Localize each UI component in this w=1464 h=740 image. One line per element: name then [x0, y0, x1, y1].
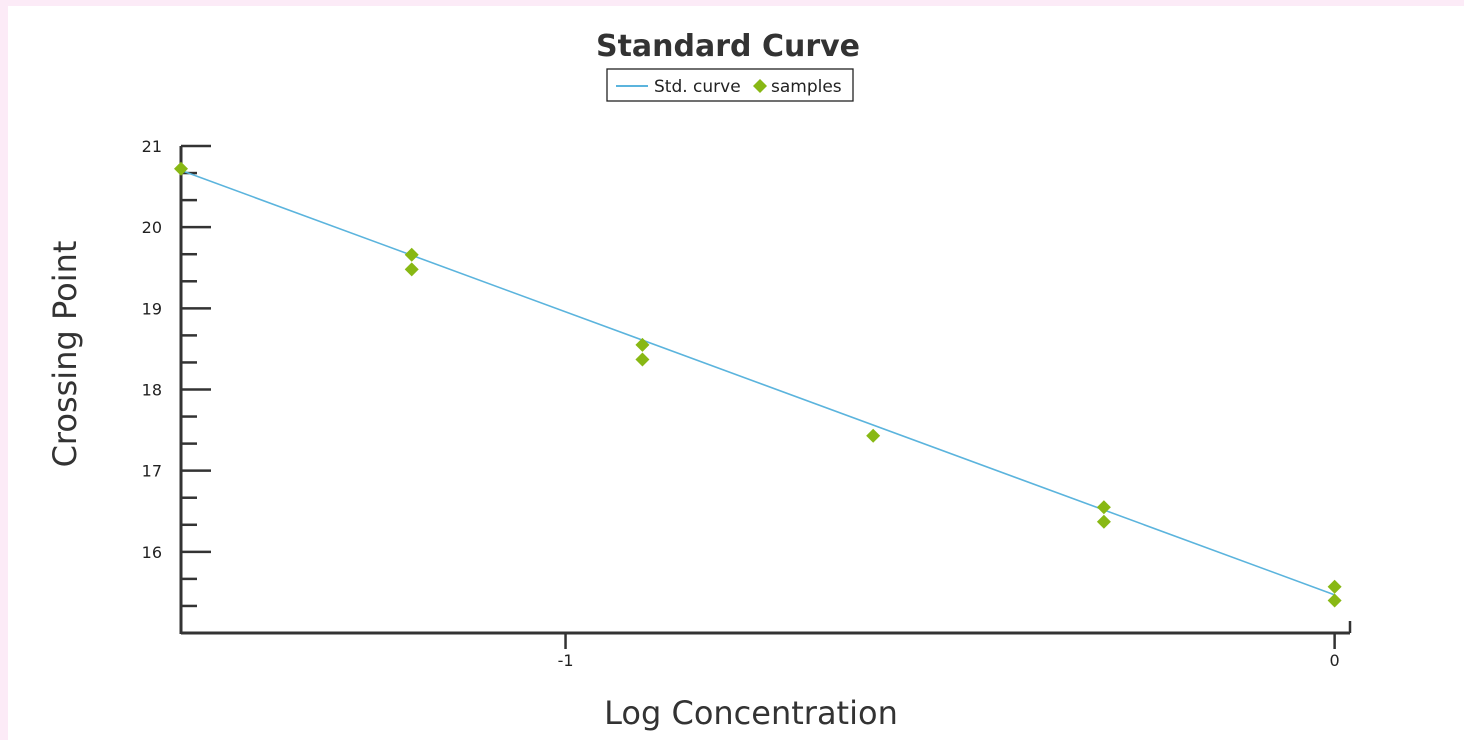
- x-tick-label: 0: [1330, 651, 1340, 670]
- std-curve-line: [180, 169, 1335, 596]
- sample-point: [866, 428, 881, 443]
- y-tick-label: 21: [142, 137, 162, 156]
- y-tick-label: 20: [142, 218, 162, 237]
- y-axis-ticks: 16 17 18 19 20 21: [142, 137, 211, 608]
- y-axis-label: Crossing Point: [46, 241, 84, 468]
- chart-canvas: Standard Curve Std. curve samples 16 17 18…: [8, 6, 1464, 740]
- samples-series: [174, 161, 1342, 608]
- sample-point: [1327, 593, 1342, 608]
- sample-point: [635, 352, 650, 367]
- y-tick-label: 16: [142, 543, 162, 562]
- x-tick-label: -1: [558, 651, 574, 670]
- sample-point: [1096, 514, 1111, 529]
- sample-point: [174, 161, 188, 176]
- legend-samples-label: samples: [771, 77, 842, 97]
- y-tick-label: 18: [142, 381, 162, 400]
- chart-title: Standard Curve: [596, 29, 860, 64]
- x-axis-ticks: -1 0: [558, 621, 1352, 670]
- legend-samples-swatch: [753, 79, 767, 93]
- standard-curve-chart: Standard Curve Std. curve samples 16 17 18…: [46, 29, 1352, 732]
- x-axis-label: Log Concentration: [604, 694, 898, 732]
- sample-point: [404, 262, 419, 277]
- y-tick-label: 19: [142, 299, 162, 318]
- y-tick-label: 17: [142, 462, 162, 481]
- sample-point: [635, 337, 650, 352]
- legend: Std. curve samples: [606, 68, 854, 102]
- sample-point: [404, 247, 419, 262]
- std-curve-series: [180, 169, 1335, 596]
- sample-point: [1327, 579, 1342, 594]
- legend-std-curve-label: Std. curve: [654, 77, 741, 97]
- sample-point: [1096, 500, 1111, 515]
